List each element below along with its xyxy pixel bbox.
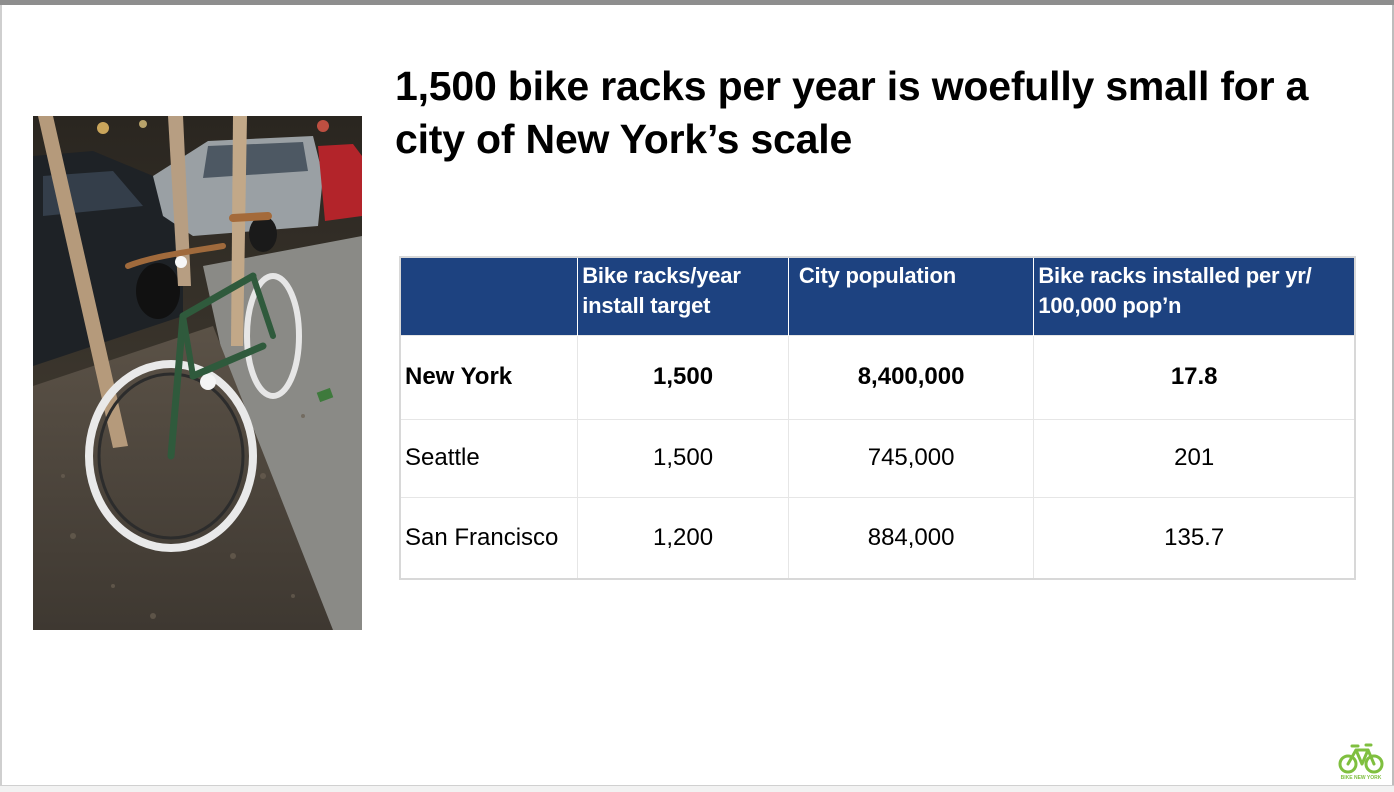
- header-city-population: City population: [788, 257, 1035, 335]
- install-target-cell: 1,500: [577, 334, 789, 419]
- population-cell: 8,400,000: [788, 334, 1035, 419]
- bike-new-york-logo-icon: [1338, 742, 1384, 782]
- population-cell: 884,000: [788, 496, 1035, 579]
- bike-icon: [1338, 743, 1384, 774]
- city-cell: Seattle: [400, 418, 579, 497]
- city-cell: New York: [400, 334, 579, 419]
- install-target-cell: 1,500: [577, 418, 789, 497]
- install-target-cell: 1,200: [577, 496, 789, 579]
- per-100k-cell: 17.8: [1033, 334, 1355, 419]
- table-row: San Francisco 1,200 884,000 135.7: [400, 496, 1355, 579]
- header-city: [400, 257, 579, 335]
- table-header-row: Bike racks/year install target City popu…: [400, 257, 1355, 335]
- header-racks-per-100k: Bike racks installed per yr/ 100,000 pop…: [1033, 257, 1355, 335]
- logo-text: BIKE NEW YORK: [1340, 775, 1382, 781]
- bike-racks-comparison-table: Bike racks/year install target City popu…: [399, 256, 1356, 580]
- population-cell: 745,000: [788, 418, 1035, 497]
- slide-right-edge: [1392, 5, 1394, 785]
- bicycle-photo: [33, 116, 362, 630]
- city-cell: San Francisco: [400, 496, 579, 579]
- window-bottom-strip: [0, 785, 1394, 792]
- per-100k-cell: 135.7: [1033, 496, 1355, 579]
- slide-title: 1,500 bike racks per year is woefully sm…: [395, 63, 1309, 162]
- table-row: New York 1,500 8,400,000 17.8: [400, 334, 1355, 419]
- table-row: Seattle 1,500 745,000 201: [400, 418, 1355, 497]
- header-install-target: Bike racks/year install target: [577, 257, 789, 335]
- window-top-bar: [0, 0, 1394, 5]
- per-100k-cell: 201: [1033, 418, 1355, 497]
- bicycle-photo-illustration: [33, 116, 362, 630]
